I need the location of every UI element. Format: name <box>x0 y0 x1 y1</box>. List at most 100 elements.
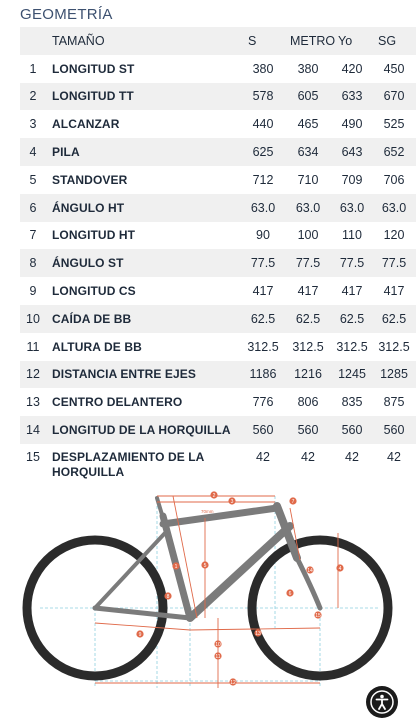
table-row: 5 STANDOVER 712 710 709 706 <box>20 165 416 194</box>
marker-circle <box>172 562 180 570</box>
rear-wheel <box>22 535 168 681</box>
table-row: 1 LONGITUD ST 380 380 420 450 <box>20 54 416 83</box>
value-l: 1245 <box>332 360 372 389</box>
row-label: STANDOVER <box>46 165 242 194</box>
value-m: 806 <box>284 388 332 417</box>
value-m: 63.0 <box>284 193 332 222</box>
row-index: 6 <box>20 193 46 222</box>
value-m: 710 <box>284 165 332 194</box>
row-index: 3 <box>20 110 46 139</box>
value-l: 62.5 <box>332 304 372 333</box>
value-l: 709 <box>332 165 372 194</box>
marker-label: 4 <box>339 566 342 572</box>
value-xl: 450 <box>372 54 416 83</box>
value-xl: 1285 <box>372 360 416 389</box>
value-xl: 525 <box>372 110 416 139</box>
table-row: 15 DESPLAZAMIENTO DE LA HORQUILLA 42 42 42 42 <box>20 443 416 490</box>
header-s: S <box>242 27 284 55</box>
geometry-table: TAMAÑO S METRO Yo SG 1 LONGITUD ST 380 380 4… <box>20 27 416 490</box>
value-xl: 42 <box>372 443 416 490</box>
row-index: 13 <box>20 388 46 417</box>
value-xl: 120 <box>372 221 416 250</box>
value-xl: 652 <box>372 138 416 166</box>
table-row: 13 CENTRO DELANTERO 776 806 835 875 <box>20 388 416 417</box>
row-label: ÁNGULO ST <box>46 249 242 278</box>
bike-frame <box>92 496 323 622</box>
row-index: 5 <box>20 165 46 194</box>
marker-circle <box>289 497 297 505</box>
value-s: 578 <box>242 82 284 111</box>
front-wheel <box>247 535 393 681</box>
table-row: 12 DISTANCIA ENTRE EJES 1186 1216 1245 1285 <box>20 360 416 389</box>
row-index: 9 <box>20 277 46 305</box>
value-m: 62.5 <box>284 304 332 333</box>
value-m: 417 <box>284 277 332 305</box>
marker-circle <box>306 566 314 574</box>
marker-label: 12 <box>230 680 236 686</box>
marker-circle <box>136 630 144 638</box>
value-m: 605 <box>284 82 332 111</box>
row-label: LONGITUD ST <box>46 54 242 83</box>
row-label: ALTURA DE BB <box>46 332 242 361</box>
marker-label: 10 <box>215 642 221 648</box>
row-index: 15 <box>20 443 46 490</box>
value-xl: 77.5 <box>372 249 416 278</box>
header-m: METRO <box>284 27 335 55</box>
accessibility-icon <box>370 690 394 714</box>
table-row: 6 ÁNGULO HT 63.0 63.0 63.0 63.0 <box>20 193 416 222</box>
value-s: 380 <box>242 54 284 83</box>
row-label: LONGITUD TT <box>46 82 242 111</box>
marker-label: 6 <box>289 591 292 597</box>
marker-circle <box>164 592 172 600</box>
value-s: 776 <box>242 388 284 417</box>
table-row: 7 LONGITUD HT 90 100 110 120 <box>20 221 416 250</box>
marker-label: 8 <box>167 594 170 600</box>
marker-label: 5 <box>204 563 207 569</box>
row-label: CAÍDA DE BB <box>46 304 242 333</box>
row-label: LONGITUD DE LA HORQUILLA <box>46 416 242 444</box>
header-size: TAMAÑO <box>46 27 242 55</box>
value-l: 633 <box>332 82 372 111</box>
accessibility-button[interactable] <box>366 686 398 718</box>
value-xl: 63.0 <box>372 193 416 222</box>
marker-label: 7 <box>292 499 295 505</box>
marker-circle <box>228 497 236 505</box>
row-index: 1 <box>20 54 46 83</box>
value-m: 465 <box>284 110 332 139</box>
marker-circle <box>229 678 237 686</box>
value-l: 420 <box>332 54 372 83</box>
value-s: 560 <box>242 416 284 444</box>
row-label: ALCANZAR <box>46 110 242 139</box>
marker-circle <box>254 629 262 637</box>
marker-label: 13 <box>255 631 261 637</box>
value-xl: 560 <box>372 416 416 444</box>
row-label: LONGITUD CS <box>46 277 242 305</box>
value-s: 62.5 <box>242 304 284 333</box>
value-s: 625 <box>242 138 284 166</box>
row-label: CENTRO DELANTERO <box>46 388 242 417</box>
table-header-row: TAMAÑO S METRO Yo SG <box>20 27 416 55</box>
marker-circle <box>214 640 222 648</box>
value-m: 634 <box>284 138 332 166</box>
marker-label: 2 <box>213 493 216 499</box>
value-l: 560 <box>332 416 372 444</box>
row-index: 7 <box>20 221 46 250</box>
value-s: 312.5 <box>242 332 284 361</box>
table-row: 10 CAÍDA DE BB 62.5 62.5 62.5 62.5 <box>20 304 416 333</box>
value-l: 77.5 <box>332 249 372 278</box>
value-s: 712 <box>242 165 284 194</box>
marker-circle <box>314 611 322 619</box>
row-label: DISTANCIA ENTRE EJES <box>46 360 242 389</box>
value-l: 643 <box>332 138 372 166</box>
value-s: 42 <box>242 443 284 490</box>
value-l: 110 <box>332 221 372 250</box>
value-l: 312.5 <box>332 332 372 361</box>
marker-label: 3 <box>231 499 234 505</box>
value-xl: 670 <box>372 82 416 111</box>
marker-label: 11 <box>215 654 220 660</box>
marker-circle <box>210 491 218 499</box>
header-l: Yo <box>332 27 372 55</box>
row-label: LONGITUD HT <box>46 221 242 250</box>
value-xl: 875 <box>372 388 416 417</box>
